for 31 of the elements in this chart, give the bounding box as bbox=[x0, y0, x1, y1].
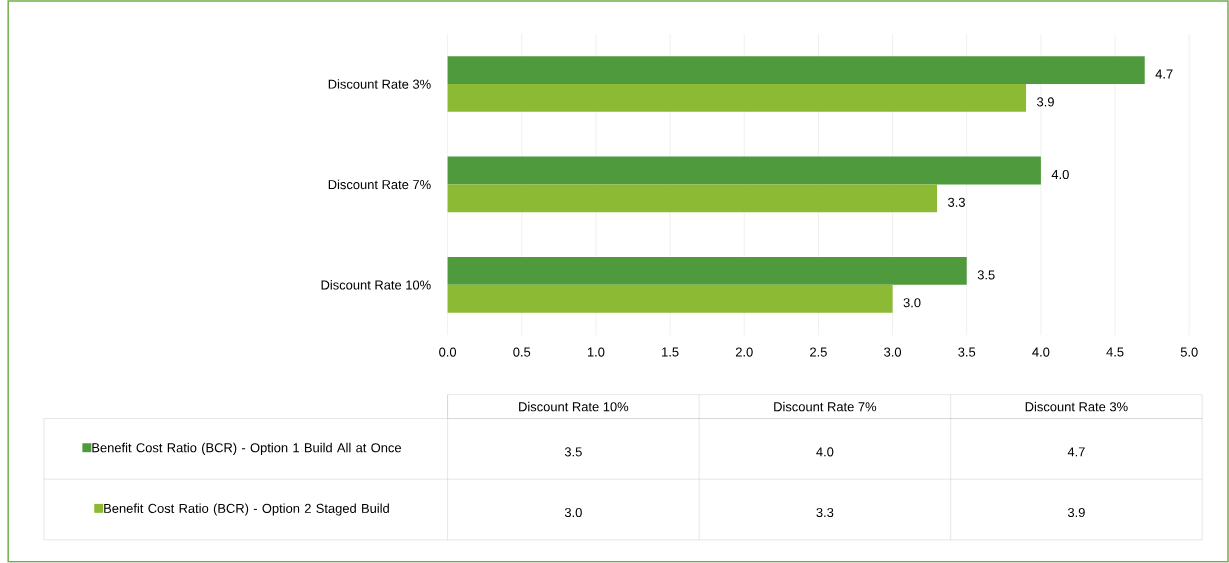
text: 3.0 bbox=[564, 508, 582, 518]
x-tick-label: 4.5 bbox=[1106, 347, 1124, 357]
x-tick-label: 1.5 bbox=[662, 347, 679, 357]
data-label: 3.9 bbox=[1037, 97, 1054, 107]
data-label: 4.0 bbox=[1051, 170, 1069, 180]
y-tick-label: Discount Rate 7% bbox=[328, 179, 431, 190]
category-label: Discount Rate 7% bbox=[774, 402, 877, 412]
data-label: 3.5 bbox=[977, 270, 995, 280]
text: 4.0 bbox=[816, 447, 834, 457]
y-tick-label: Discount Rate 3% bbox=[328, 79, 431, 89]
y-tick-label: Discount Rate 10% bbox=[321, 280, 431, 290]
text: 4.7 bbox=[1067, 447, 1085, 457]
category-label: Discount Rate 3% bbox=[1025, 402, 1128, 412]
x-tick-label: 3.5 bbox=[958, 347, 976, 357]
legend-label: Benefit Cost Ratio (BCR) - Option 2 Staged Build bbox=[104, 503, 389, 516]
x-tick-label: 1.0 bbox=[587, 347, 605, 357]
data-label: 3.3 bbox=[948, 197, 965, 208]
x-tick-label: 2.5 bbox=[810, 347, 827, 357]
x-tick-label: 3.0 bbox=[884, 347, 902, 357]
text: 3.5 bbox=[564, 447, 582, 457]
x-tick-label: 0.0 bbox=[439, 347, 457, 357]
data-label: 4.7 bbox=[1155, 69, 1173, 79]
x-tick-label: 4.0 bbox=[1032, 347, 1050, 357]
category-label: Discount Rate 10% bbox=[519, 402, 629, 412]
legend-label: Benefit Cost Ratio (BCR) - Option 1 Build All at Once bbox=[92, 442, 401, 456]
x-tick-label: 0.5 bbox=[513, 347, 531, 357]
x-tick-label: 5.0 bbox=[1180, 347, 1198, 357]
data-label: 3.0 bbox=[903, 298, 921, 308]
text: 3.9 bbox=[1067, 508, 1085, 518]
x-tick-label: 2.0 bbox=[735, 347, 753, 357]
text: 3.3 bbox=[816, 508, 834, 518]
